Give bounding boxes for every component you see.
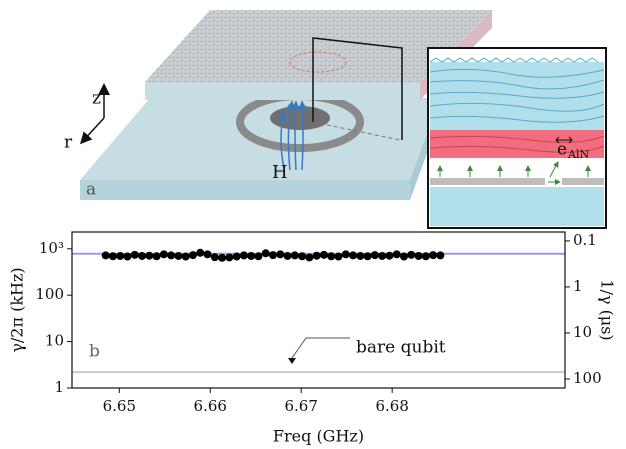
panel-label: b [89, 342, 100, 362]
y-tick-label: 100 [35, 285, 64, 303]
point [414, 251, 423, 260]
point [108, 252, 117, 261]
r-arrow [79, 117, 105, 145]
point [123, 252, 132, 261]
annotation-arrowhead [288, 358, 296, 364]
inset-waves [429, 57, 605, 123]
point [232, 252, 241, 261]
r-label: r [64, 133, 73, 153]
point [174, 251, 183, 260]
point [341, 250, 350, 259]
inset-pointer [312, 37, 403, 140]
inset-field [437, 161, 591, 185]
y2-axis-label: 1/γ (μs) [598, 279, 617, 340]
top-layer [145, 10, 492, 82]
x-tick-label: 6.67 [285, 397, 318, 415]
point [247, 251, 256, 260]
point [312, 251, 321, 260]
point [370, 251, 379, 260]
point [167, 251, 176, 260]
point [356, 251, 365, 260]
point [392, 250, 401, 259]
point [327, 252, 336, 261]
point [101, 251, 110, 260]
point [385, 251, 394, 260]
point [276, 250, 285, 259]
point [334, 252, 343, 261]
y2-tick-label: 10 [573, 323, 592, 341]
ring-image [289, 51, 347, 73]
tensor-arrow [555, 136, 573, 144]
point [181, 252, 190, 261]
point [130, 250, 139, 259]
point [298, 252, 307, 261]
y-tick-label: 1 [54, 378, 64, 396]
aln-layer [430, 130, 604, 158]
point [363, 252, 372, 261]
point [319, 250, 328, 259]
x-tick-label: 6.66 [194, 397, 227, 415]
field-lines [278, 100, 308, 171]
point [436, 251, 445, 260]
point [305, 253, 314, 262]
y2-tick-label: 100 [573, 369, 602, 387]
point [210, 253, 219, 262]
inset-pointer-dash [312, 121, 401, 141]
top-layer-front [145, 82, 420, 100]
x-axis-label: Freq (GHz) [273, 427, 364, 446]
schematic: z r H a [64, 10, 607, 229]
point [225, 253, 234, 262]
point [254, 252, 263, 261]
point [152, 252, 161, 261]
point [283, 251, 292, 260]
inset-substrate [430, 187, 604, 226]
point [145, 251, 154, 260]
annotation-arrow [291, 337, 350, 359]
point [218, 253, 227, 262]
x-tick-label: 6.65 [103, 397, 136, 415]
point [400, 252, 409, 261]
point [421, 252, 430, 261]
point [290, 251, 299, 260]
point [349, 251, 358, 260]
panel-label: a [86, 180, 96, 200]
plot-frame [71, 231, 566, 389]
point [116, 251, 125, 260]
y2-tick-label: 1 [573, 277, 583, 295]
point [407, 250, 416, 259]
x-tick-label: 6.68 [375, 397, 408, 415]
y-tick-label: 10³ [39, 239, 64, 257]
metal-strip [430, 178, 545, 185]
y-axis-label: γ/2π (kHz) [8, 267, 27, 352]
point [269, 251, 278, 260]
inset-vector-subscript: AlN [567, 148, 589, 161]
point [159, 250, 168, 259]
point [378, 251, 387, 260]
field-label: H [272, 162, 288, 183]
y2-tick-label: 0.1 [573, 231, 597, 249]
metal-strip [562, 178, 604, 185]
pad [270, 106, 330, 130]
point [429, 251, 438, 260]
point [188, 251, 197, 260]
inset-vector: e [557, 140, 567, 160]
inset: e AlN [427, 47, 607, 229]
substrate-front [80, 180, 410, 200]
point [203, 250, 212, 259]
point [239, 251, 248, 260]
point [138, 251, 147, 260]
annotation: bare qubit [356, 338, 446, 358]
y-tick-label: 10 [45, 332, 64, 350]
point [261, 249, 270, 258]
point [196, 248, 205, 257]
z-label: z [92, 89, 101, 109]
aln-waves [429, 135, 605, 153]
chart: 10³ 100 10 1 0.1 1 10 100 6.65 6.66 6.67 6.68 Freq (… [8, 231, 617, 446]
